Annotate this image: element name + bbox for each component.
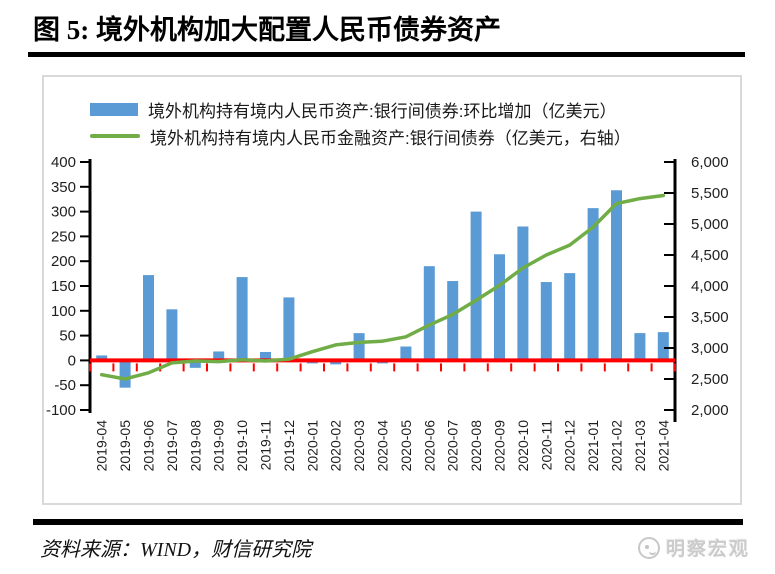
source-note: 资料来源：WIND，财信研究院 bbox=[40, 539, 312, 561]
footer-divider bbox=[33, 519, 743, 525]
x-axis-label: 2019-10 bbox=[234, 420, 250, 472]
bar-series-swatch-icon bbox=[90, 102, 138, 116]
bar bbox=[494, 254, 505, 361]
x-axis-label: 2019-04 bbox=[94, 420, 110, 472]
left-axis-label: 50 bbox=[59, 328, 76, 345]
page-title: 图 5: 境外机构加大配置人民币债券资产 bbox=[33, 15, 501, 45]
bar bbox=[611, 190, 622, 361]
bar bbox=[353, 333, 365, 361]
bar bbox=[657, 332, 669, 361]
x-axis-label: 2019-11 bbox=[258, 420, 274, 471]
bar bbox=[236, 277, 248, 361]
x-axis-label: 2020-08 bbox=[468, 420, 484, 472]
bar bbox=[540, 282, 552, 361]
bar bbox=[260, 351, 271, 361]
legend-item-line-series: 境外机构持有境内人民币金融资产:银行间债券（亿美元，右轴） bbox=[90, 124, 631, 148]
left-axis-label: 400 bbox=[51, 154, 76, 171]
face-logo-icon bbox=[638, 536, 660, 559]
x-axis-label: 2019-06 bbox=[141, 420, 157, 472]
bar bbox=[634, 333, 646, 361]
x-axis-label: 2020-06 bbox=[421, 420, 437, 472]
line-series-swatch-icon bbox=[90, 134, 140, 138]
x-axis-label: 2020-05 bbox=[398, 420, 414, 472]
chart-svg: 400 350 300 250 200 150 100 50 0 -50 -100 6,000 5,50… bbox=[46, 154, 729, 472]
bar bbox=[400, 346, 412, 361]
right-axis-label: 5,500 bbox=[691, 185, 729, 202]
x-axis-label: 2021-02 bbox=[609, 420, 625, 472]
right-axis-label: 2,500 bbox=[691, 371, 729, 388]
right-axis-label: 5,000 bbox=[691, 216, 729, 233]
x-axis-label: 2020-09 bbox=[492, 420, 508, 472]
x-axis-label: 2020-04 bbox=[375, 420, 391, 472]
bar bbox=[587, 208, 599, 361]
left-axis-label: 100 bbox=[51, 303, 76, 320]
bar bbox=[119, 360, 131, 388]
x-axis-label: 2020-01 bbox=[304, 420, 320, 472]
bar bbox=[517, 226, 529, 361]
x-axis-label: 2020-03 bbox=[351, 420, 367, 472]
legend-label: 境外机构持有境内人民币资产:银行间债券:环比增加（亿美元） bbox=[148, 101, 617, 121]
left-axis-label: 0 bbox=[68, 352, 76, 369]
left-axis-label: 250 bbox=[51, 228, 76, 245]
bar bbox=[96, 355, 108, 361]
bar bbox=[143, 275, 154, 361]
bar bbox=[423, 266, 435, 361]
left-axis-label: 350 bbox=[51, 179, 76, 196]
chart-legend: 境外机构持有境内人民币资产:银行间债券:环比增加（亿美元） 境外机构持有境内人民… bbox=[90, 97, 631, 151]
right-axis-label: 4,000 bbox=[691, 278, 729, 295]
bar bbox=[564, 273, 576, 361]
x-axis-label: 2020-12 bbox=[562, 420, 578, 472]
left-axis-label: 300 bbox=[51, 204, 76, 221]
bar bbox=[283, 297, 295, 361]
left-axis-label: 200 bbox=[51, 253, 76, 270]
line-series bbox=[99, 193, 666, 381]
right-axis-label: 6,000 bbox=[691, 154, 729, 171]
x-axis-label: 2020-02 bbox=[328, 420, 344, 472]
watermark-text: 明察宏观 bbox=[666, 539, 751, 560]
title-divider bbox=[28, 52, 745, 57]
watermark: 明察宏观 bbox=[638, 534, 750, 561]
bar bbox=[166, 309, 178, 361]
x-axis-label: 2019-12 bbox=[281, 420, 297, 472]
chart-panel: 境外机构持有境内人民币资产:银行间债券:环比增加（亿美元） 境外机构持有境内人民… bbox=[42, 75, 742, 505]
x-axis-label: 2020-07 bbox=[445, 420, 461, 472]
x-axis-label: 2020-10 bbox=[515, 420, 531, 472]
x-axis-label: 2019-08 bbox=[187, 420, 203, 472]
x-axis-label: 2021-03 bbox=[632, 420, 648, 472]
legend-label: 境外机构持有境内人民币金融资产:银行间债券（亿美元，右轴） bbox=[150, 128, 631, 148]
x-axis-label: 2019-05 bbox=[117, 420, 133, 472]
x-axis-label: 2019-07 bbox=[164, 420, 180, 472]
x-axis-label: 2021-01 bbox=[585, 420, 601, 472]
bar bbox=[189, 360, 201, 368]
right-axis-label: 3,000 bbox=[691, 340, 729, 357]
left-axis-label: 150 bbox=[51, 278, 76, 295]
right-axis-label: 3,500 bbox=[691, 309, 729, 326]
x-axis-label: 2020-11 bbox=[538, 420, 554, 471]
bar bbox=[470, 211, 482, 361]
x-axis-label: 2021-04 bbox=[655, 420, 671, 472]
bar bbox=[213, 351, 225, 361]
legend-item-bar-series: 境外机构持有境内人民币资产:银行间债券:环比增加（亿美元） bbox=[90, 97, 631, 121]
left-axis-label: -50 bbox=[54, 377, 76, 394]
x-axis-label: 2019-09 bbox=[211, 420, 227, 472]
left-axis-label: -100 bbox=[46, 402, 76, 419]
right-axis-label: 4,500 bbox=[691, 247, 729, 264]
right-axis-label: 2,000 bbox=[691, 402, 729, 419]
bar bbox=[447, 281, 459, 361]
